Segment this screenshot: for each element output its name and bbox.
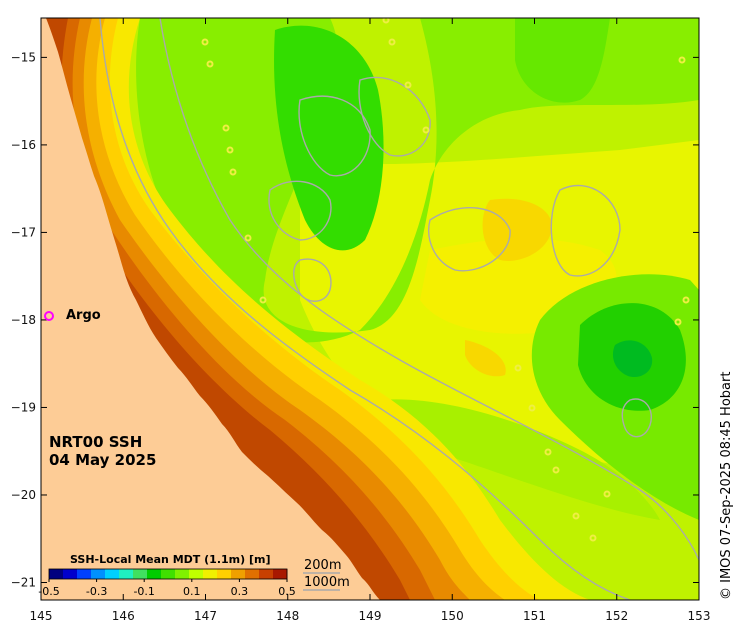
colorbar-swatch — [105, 569, 120, 579]
colorbar-outline — [48, 568, 288, 580]
y-tick-label: −16 — [11, 138, 36, 152]
colorbar-swatch — [273, 569, 288, 579]
reef-outline-4 — [428, 207, 511, 272]
reef-outline-1 — [268, 180, 332, 241]
y-tick-label: −21 — [11, 575, 36, 589]
x-tick-label: 147 — [194, 609, 217, 623]
reef-outline-3 — [358, 76, 431, 157]
depth-contour-1000m — [159, 18, 699, 561]
colorbar-swatch — [133, 569, 148, 579]
map-title: NRT00 SSH — [49, 433, 143, 451]
argo-float-markers — [201, 18, 690, 542]
ssh-field-green-core — [274, 25, 384, 251]
colorbar-swatch — [49, 569, 64, 579]
depth-legend-1000m: 1000m — [304, 575, 350, 590]
y-axis-ticks: −15 −16 −17 −18 −19 −20 −21 — [11, 50, 699, 589]
colorbar-tick-label: 0.1 — [183, 585, 201, 598]
colorbar-tick-label: 0.3 — [230, 585, 249, 598]
argo-legend-marker — [44, 311, 54, 321]
colorbar-swatch — [203, 569, 218, 579]
y-tick-label: −17 — [11, 225, 36, 239]
ssh-field-high-patch — [482, 198, 552, 261]
ssh-colorbar — [48, 568, 288, 582]
map-plot-area — [41, 18, 699, 600]
x-tick-label: 148 — [276, 609, 299, 623]
colorbar-swatch — [245, 569, 260, 579]
x-tick-label: 145 — [30, 609, 53, 623]
x-tick-label: 153 — [688, 609, 711, 623]
x-tick-label: 146 — [112, 609, 135, 623]
y-tick-label: −20 — [11, 488, 36, 502]
ssh-field-green-north — [515, 18, 610, 103]
colorbar-swatch — [63, 569, 78, 579]
depth-contour-200m — [99, 18, 631, 600]
colorbar-title: SSH-Local Mean MDT (1.1m) [m] — [70, 553, 271, 566]
colorbar-tick-label: 0.5 — [278, 585, 296, 598]
x-tick-label: 152 — [605, 609, 628, 623]
colorbar-tick-label: -0.5 — [38, 585, 60, 598]
ssh-field-high-patch-2 — [465, 340, 506, 377]
colorbar-swatch — [147, 569, 162, 579]
colorbar-swatch — [119, 569, 134, 579]
reef-outline-6 — [621, 398, 652, 438]
mainland-queensland — [41, 18, 380, 600]
colorbar-swatch — [217, 569, 232, 579]
colorbar-swatch — [189, 569, 204, 579]
colorbar-swatch — [77, 569, 92, 579]
colorbar-swatch — [91, 569, 106, 579]
reef-outline-5 — [550, 184, 621, 277]
x-axis-ticks: 145 146 147 148 149 150 151 152 153 — [30, 18, 711, 623]
y-tick-label: −18 — [11, 313, 36, 327]
colorbar-swatch — [175, 569, 190, 579]
copyright-credit: © IMOS 07-Sep-2025 08:45 Hobart — [719, 371, 734, 600]
map-date: 04 May 2025 — [49, 451, 157, 469]
ssh-field-eddy-core — [612, 340, 653, 378]
x-tick-label: 151 — [523, 609, 546, 623]
colorbar-swatch — [161, 569, 176, 579]
colorbar-swatch — [259, 569, 274, 579]
ssh-field-green-south — [380, 399, 660, 520]
reef-outline-2 — [298, 95, 371, 177]
y-tick-label: −19 — [11, 400, 36, 414]
y-tick-label: −15 — [11, 50, 36, 64]
depth-legend-200m: 200m — [304, 558, 342, 573]
colorbar-tick-label: -0.3 — [85, 585, 108, 598]
x-tick-label: 149 — [359, 609, 382, 623]
argo-legend-label: Argo — [66, 308, 101, 323]
reef-outline-7 — [293, 258, 332, 302]
x-tick-label: 150 — [441, 609, 464, 623]
colorbar-swatch — [231, 569, 246, 579]
colorbar-tick-label: -0.1 — [133, 585, 155, 598]
